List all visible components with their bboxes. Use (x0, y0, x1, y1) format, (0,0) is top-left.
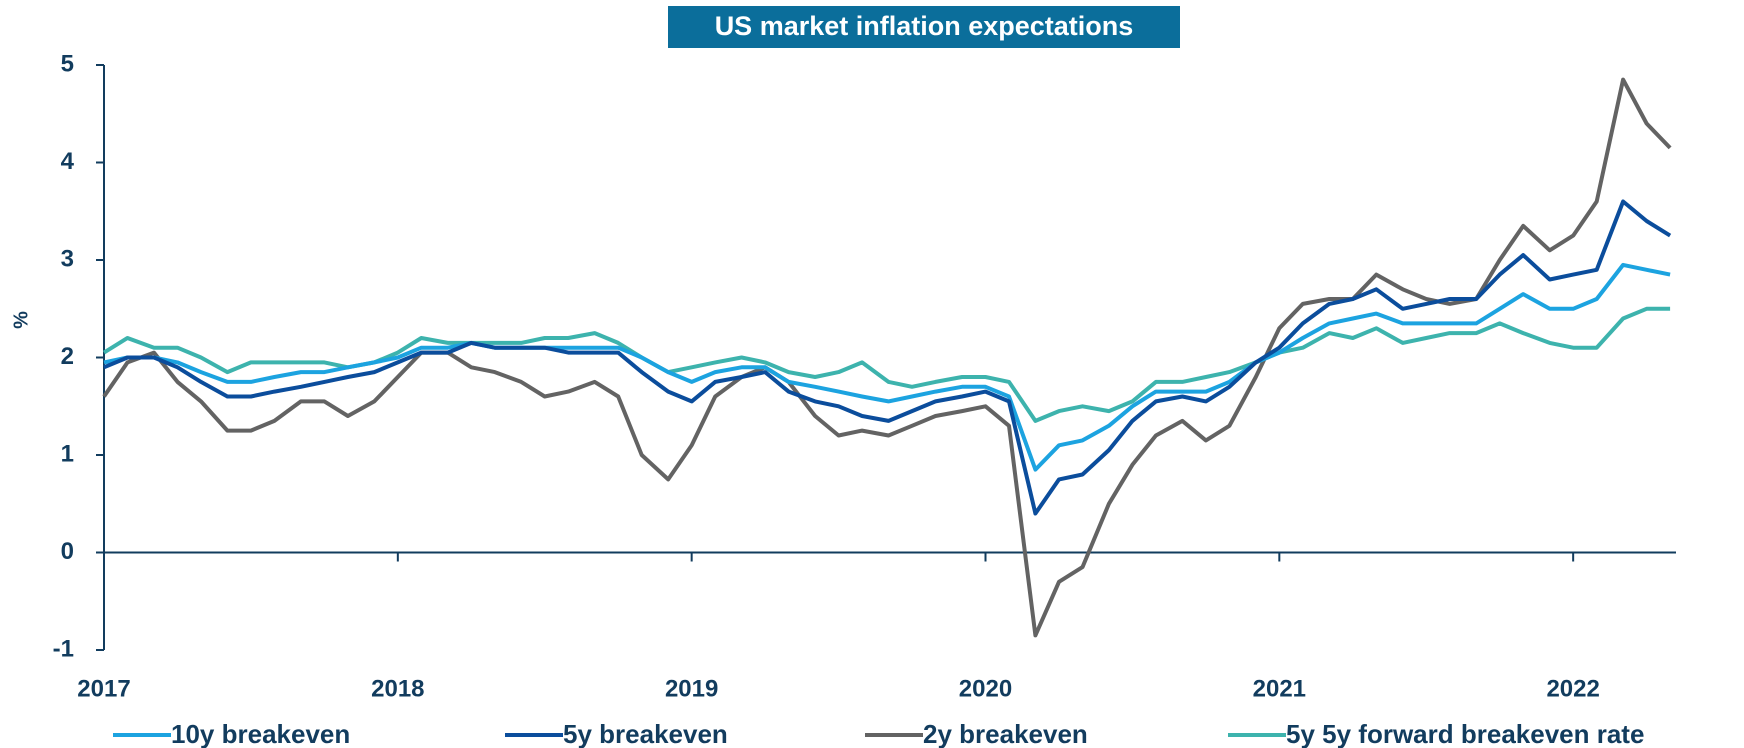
legend-label: 5y 5y forward breakeven rate (1286, 719, 1644, 748)
x-tick-label: 2019 (665, 675, 718, 702)
x-tick-label: 2021 (1253, 675, 1306, 702)
x-tick-label: 2017 (77, 675, 130, 702)
series-line (103, 199, 1672, 516)
y-tick-label: 2 (61, 343, 74, 370)
y-tick-label: 4 (61, 148, 75, 175)
y-axis-label: % (10, 311, 32, 329)
x-tick-label: 2022 (1546, 675, 1599, 702)
chart-title: US market inflation expectations (715, 11, 1134, 41)
y-tick-label: 3 (61, 245, 74, 272)
legend-label: 5y breakeven (563, 719, 728, 748)
y-tick-label: -1 (53, 635, 74, 662)
y-tick-label: 1 (61, 440, 74, 467)
series-line (102, 306, 1671, 423)
title-box (668, 6, 1180, 48)
x-tick-label: 2020 (959, 675, 1012, 702)
legend-label: 2y breakeven (923, 719, 1088, 748)
y-tick-label: 5 (61, 50, 74, 77)
x-tick-label: 2018 (371, 675, 424, 702)
y-tick-label: 0 (61, 538, 74, 565)
series-line (102, 77, 1672, 638)
series-line (103, 262, 1671, 472)
legend-label: 10y breakeven (171, 719, 350, 748)
